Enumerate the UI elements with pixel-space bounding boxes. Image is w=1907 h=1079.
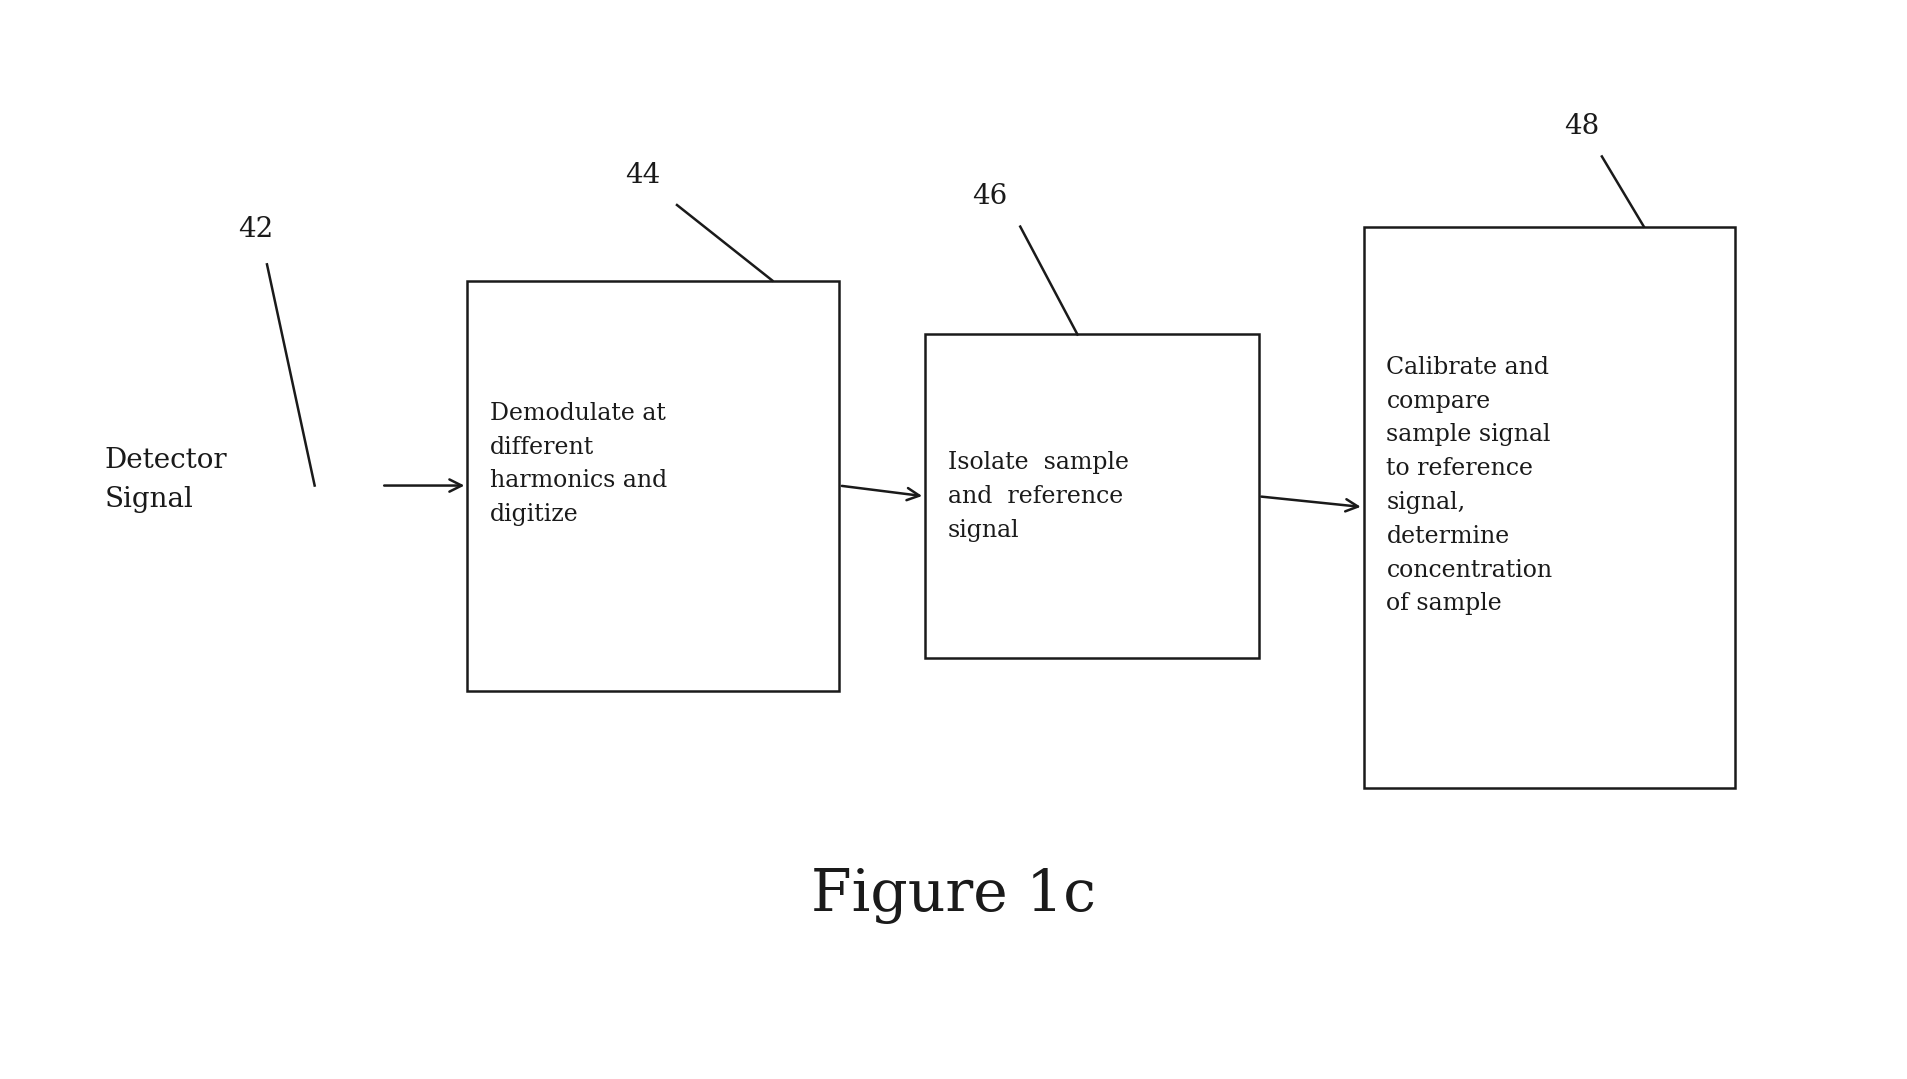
Text: Calibrate and
compare
sample signal
to reference
signal,
determine
concentration: Calibrate and compare sample signal to r… bbox=[1386, 356, 1552, 615]
Text: 48: 48 bbox=[1564, 113, 1598, 140]
Text: Detector
Signal: Detector Signal bbox=[105, 447, 227, 514]
Text: 44: 44 bbox=[625, 162, 660, 189]
Text: Isolate  sample
and  reference
signal: Isolate sample and reference signal bbox=[948, 451, 1129, 542]
Bar bbox=[467, 281, 839, 691]
Text: Figure 1c: Figure 1c bbox=[810, 868, 1097, 924]
Text: 46: 46 bbox=[973, 183, 1007, 210]
Text: Demodulate at
different
harmonics and
digitize: Demodulate at different harmonics and di… bbox=[490, 401, 667, 527]
Bar bbox=[925, 334, 1259, 658]
Bar bbox=[1364, 227, 1735, 788]
Text: 42: 42 bbox=[238, 216, 273, 243]
